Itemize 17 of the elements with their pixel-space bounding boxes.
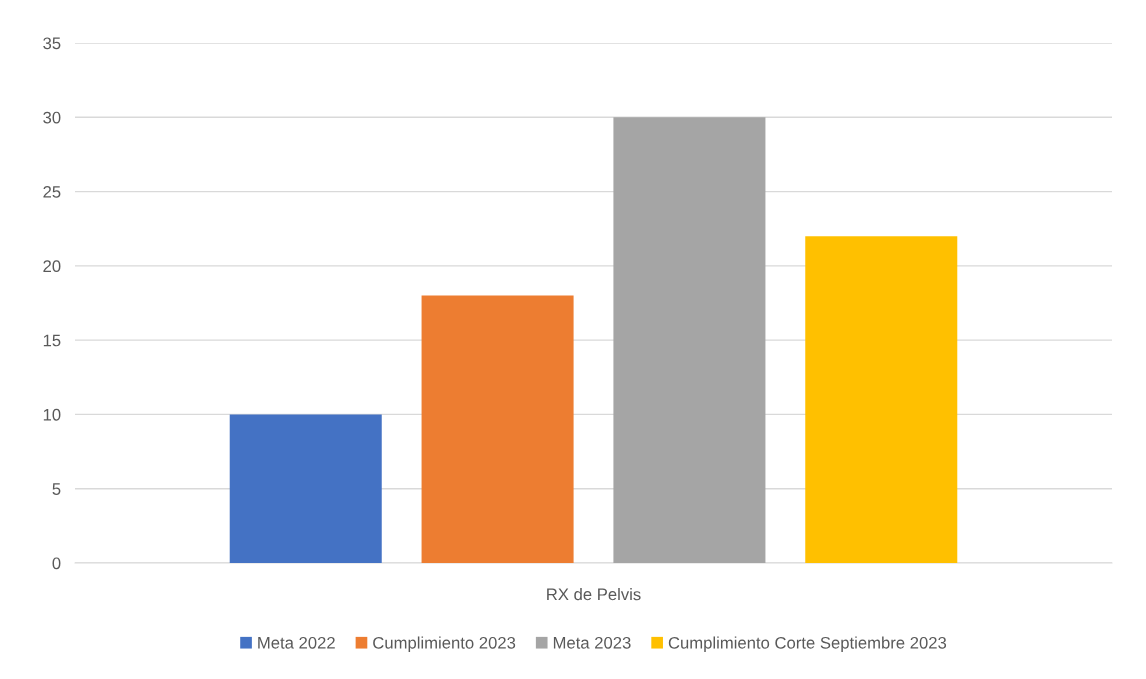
legend-label: Cumplimiento Corte Septiembre 2023 [668, 636, 947, 652]
x-tick-label: RX de Pelvis [547, 588, 641, 601]
legend-label: Meta 2022 [258, 636, 335, 649]
y-tick-label: 10 [43, 408, 61, 421]
bar [421, 295, 574, 563]
legend-label: Cumplimiento 2023 [373, 636, 516, 652]
legend-label: Meta 2023 [553, 636, 631, 649]
bar [613, 117, 766, 563]
y-tick-label: 35 [43, 37, 61, 50]
bar [805, 236, 958, 563]
y-tick-label: 20 [43, 260, 61, 273]
y-tick-label: 0 [52, 557, 61, 570]
y-tick-label: 25 [43, 185, 61, 198]
y-tick-label: 15 [43, 334, 61, 347]
y-tick-label: 30 [43, 111, 61, 124]
y-tick-label: 5 [52, 483, 61, 495]
bar [229, 414, 382, 563]
